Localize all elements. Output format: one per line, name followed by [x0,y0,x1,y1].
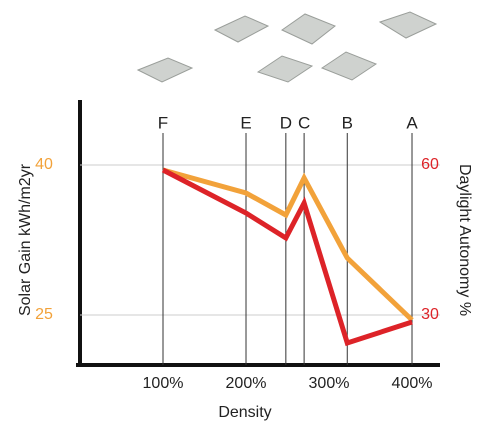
point-label: B [342,113,353,132]
x-tick-label: 400% [392,375,433,392]
y2-tick-label: 30 [421,306,439,323]
y-tick-label: 40 [35,156,53,173]
y-tick-label: 25 [35,306,53,323]
y2-tick-label: 60 [421,156,439,173]
icon [136,57,194,83]
x-axis-label: Density [218,404,271,421]
point-label: D [280,113,292,132]
point-label: F [158,113,168,132]
y-axis-label: Solar Gain kWh/m2yr [17,163,34,316]
block-icons [136,11,438,83]
series-line [161,167,413,347]
icon [378,11,438,39]
icon [213,15,270,43]
x-tick-label: 200% [226,375,267,392]
point-label: A [406,113,418,132]
point-label: C [298,113,310,132]
series-line [162,167,414,322]
x-tick-label: 100% [143,375,184,392]
icon [256,55,314,83]
icon [281,13,336,45]
y2-axis-label: Daylight Autonomy % [456,164,473,316]
icon [320,51,378,81]
point-label: E [240,113,251,132]
x-tick-label: 300% [309,375,350,392]
